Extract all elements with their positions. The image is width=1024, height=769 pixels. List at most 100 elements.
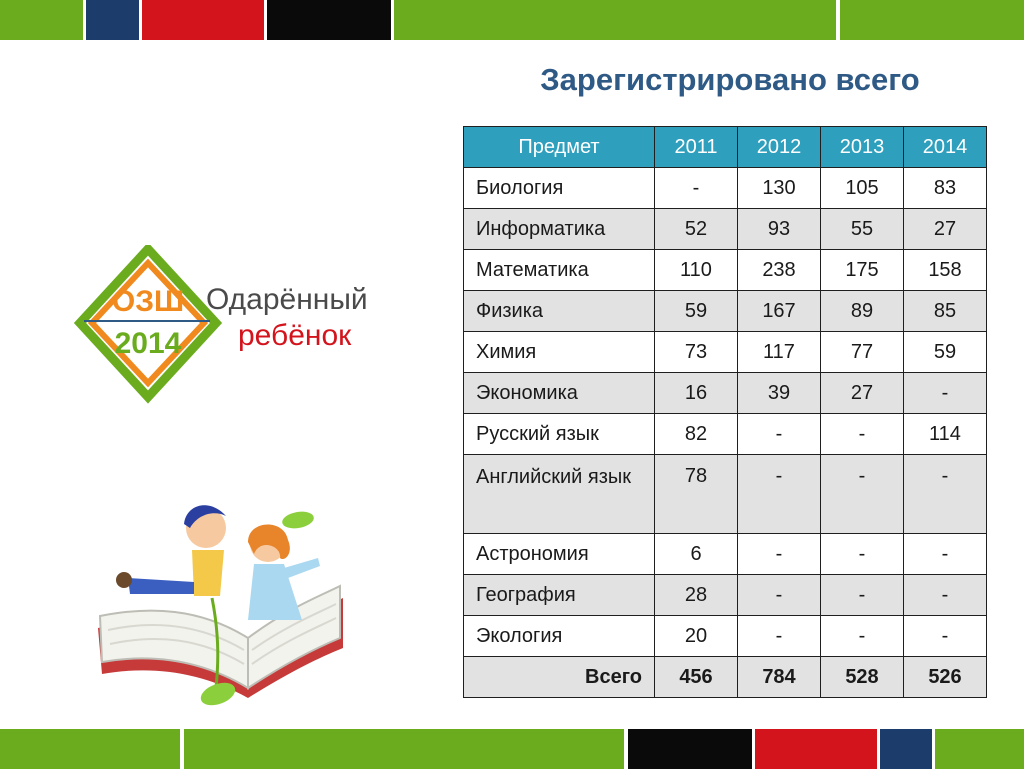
bar-segment-green [0, 0, 83, 40]
bar-segment-red [142, 0, 264, 40]
cell-value: 27 [820, 372, 904, 414]
cell-value: 130 [737, 167, 821, 209]
cell-value: - [820, 533, 904, 575]
table-row: Физика 59 167 89 85 [463, 290, 987, 332]
cell-value: - [820, 454, 904, 534]
cell-subject: Биология [463, 167, 655, 209]
cell-subject: Экономика [463, 372, 655, 414]
header-subject: Предмет [463, 126, 655, 168]
bar-segment-black [628, 729, 752, 769]
cell-value: 39 [737, 372, 821, 414]
cell-value: 83 [903, 167, 987, 209]
table-row: Английский язык 78 - - - [463, 454, 987, 534]
cell-value: - [903, 615, 987, 657]
bar-segment-navy [86, 0, 139, 40]
table-row: Химия 73 117 77 59 [463, 331, 987, 373]
logo-year: 2014 [115, 327, 182, 360]
bar-segment-green [935, 729, 1024, 769]
table-row: Русский язык 82 - - 114 [463, 413, 987, 455]
cell-total-value: 784 [737, 656, 821, 698]
logo-text-line2: ребёнок [238, 319, 352, 352]
cell-value: 6 [654, 533, 738, 575]
cell-value: - [737, 533, 821, 575]
registration-table: Предмет 2011 2012 2013 2014 Биология - 1… [463, 126, 987, 698]
cell-value: - [654, 167, 738, 209]
table-row: География 28 - - - [463, 574, 987, 616]
bar-segment-red [755, 729, 877, 769]
cell-subject: Экология [463, 615, 655, 657]
cell-value: 77 [820, 331, 904, 373]
cell-subject: Русский язык [463, 413, 655, 455]
cell-value: - [903, 454, 987, 534]
open-book-icon [98, 584, 343, 698]
cell-value: 73 [654, 331, 738, 373]
cell-value: 52 [654, 208, 738, 250]
cell-subject: Математика [463, 249, 655, 291]
cell-value: 16 [654, 372, 738, 414]
table-total-row: Всего 456 784 528 526 [463, 656, 987, 698]
cell-total-value: 456 [654, 656, 738, 698]
header-year: 2014 [903, 126, 987, 168]
girl-figure-icon [248, 524, 320, 620]
table-row: Информатика 52 93 55 27 [463, 208, 987, 250]
cell-subject: Химия [463, 331, 655, 373]
table-row: Биология - 130 105 83 [463, 167, 987, 209]
bar-segment-green [840, 0, 1024, 40]
cell-value: 175 [820, 249, 904, 291]
bar-segment-green [0, 729, 180, 769]
top-color-bar [0, 0, 1024, 40]
table-row: Экономика 16 39 27 - [463, 372, 987, 414]
cell-subject: Астрономия [463, 533, 655, 575]
header-year: 2012 [737, 126, 821, 168]
logo-ozsh-2014: ОЗШ 2014 Одарённый ребёнок [73, 245, 368, 404]
cell-value: 110 [654, 249, 738, 291]
boy-figure-icon [116, 505, 226, 596]
cell-value: - [903, 533, 987, 575]
bar-segment-navy [880, 729, 932, 769]
table-header-row: Предмет 2011 2012 2013 2014 [463, 126, 987, 168]
leaf-icon [200, 511, 314, 706]
cell-value: 105 [820, 167, 904, 209]
table-row: Астрономия 6 - - - [463, 533, 987, 575]
cell-value: 55 [820, 208, 904, 250]
cell-value: 20 [654, 615, 738, 657]
cell-value: - [820, 574, 904, 616]
kids-on-book-illustration [98, 505, 343, 706]
bar-segment-green [184, 729, 624, 769]
cell-subject: Английский язык [463, 454, 655, 534]
cell-total-label: Всего [463, 656, 655, 698]
cell-value: - [903, 574, 987, 616]
page-title: Зарегистрировано всего [540, 62, 920, 97]
cell-subject: Информатика [463, 208, 655, 250]
cell-value: - [820, 413, 904, 455]
cell-value: 89 [820, 290, 904, 332]
cell-value: 27 [903, 208, 987, 250]
cell-subject: География [463, 574, 655, 616]
header-year: 2013 [820, 126, 904, 168]
cell-value: 82 [654, 413, 738, 455]
cell-value: 117 [737, 331, 821, 373]
cell-value: 59 [903, 331, 987, 373]
cell-total-value: 526 [903, 656, 987, 698]
logo-text-line1: Одарённый [206, 283, 368, 316]
table-row: Математика 110 238 175 158 [463, 249, 987, 291]
cell-value: - [903, 372, 987, 414]
cell-value: 78 [654, 454, 738, 534]
logo-diamond-icon [73, 245, 223, 404]
cell-value: 93 [737, 208, 821, 250]
cell-value: 28 [654, 574, 738, 616]
cell-value: 158 [903, 249, 987, 291]
cell-value: - [820, 615, 904, 657]
bar-segment-black [267, 0, 391, 40]
cell-total-value: 528 [820, 656, 904, 698]
cell-value: - [737, 574, 821, 616]
table-row: Экология 20 - - - [463, 615, 987, 657]
cell-value: - [737, 615, 821, 657]
cell-value: 59 [654, 290, 738, 332]
cell-value: - [737, 454, 821, 534]
header-year: 2011 [654, 126, 738, 168]
cell-subject: Физика [463, 290, 655, 332]
cell-value: - [737, 413, 821, 455]
cell-value: 238 [737, 249, 821, 291]
cell-value: 167 [737, 290, 821, 332]
